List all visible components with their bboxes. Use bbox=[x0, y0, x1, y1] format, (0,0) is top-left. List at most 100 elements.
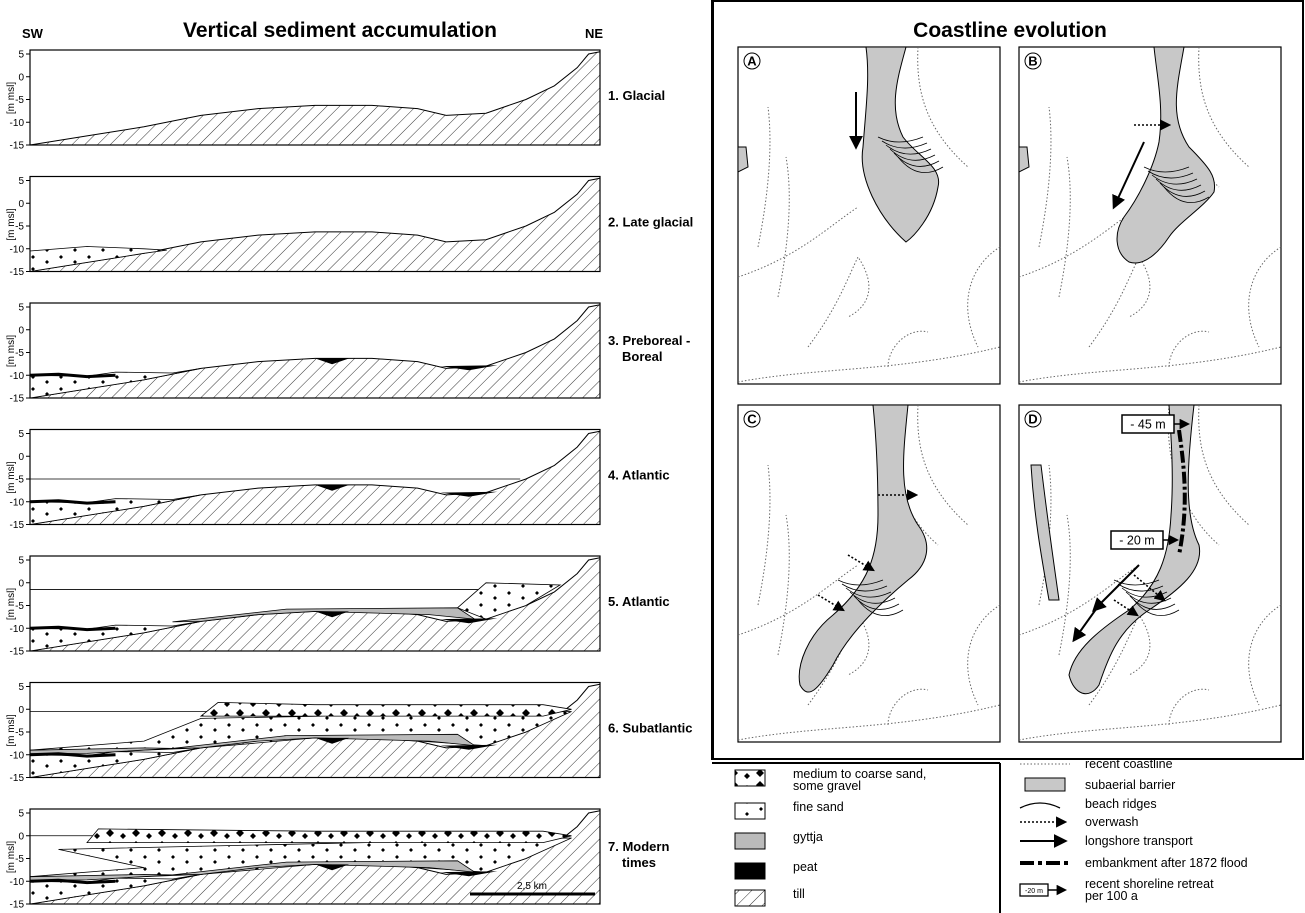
peat bbox=[315, 611, 350, 618]
section-label: Boreal bbox=[622, 349, 662, 364]
beach-ridge bbox=[1163, 186, 1210, 204]
axis-label: [m msl] bbox=[6, 461, 17, 493]
beach-ridge bbox=[885, 144, 932, 155]
tick-label: -15 bbox=[10, 773, 25, 784]
gyttja bbox=[172, 607, 475, 623]
map-frame bbox=[1018, 404, 1282, 743]
frame bbox=[29, 175, 601, 273]
overwash-arrow bbox=[817, 594, 845, 612]
panel-marker bbox=[743, 52, 761, 70]
beach-ridge bbox=[853, 595, 900, 610]
peat bbox=[440, 871, 498, 877]
legend-swatch bbox=[734, 862, 766, 880]
tick-label: -10 bbox=[10, 750, 25, 761]
tick-label: -15 bbox=[10, 141, 25, 152]
peat bbox=[440, 618, 498, 624]
legends: medium to coarse sand,some gravel fine sa… bbox=[712, 757, 1248, 913]
tick-label: 0 bbox=[18, 325, 24, 336]
scale-label: 2,5 km bbox=[517, 881, 547, 892]
tick-label: -5 bbox=[15, 348, 24, 359]
tick-label: 0 bbox=[18, 578, 24, 589]
frame bbox=[29, 49, 601, 146]
axis-label: [m msl] bbox=[6, 208, 17, 240]
section-label: 1. Glacial bbox=[608, 88, 665, 103]
overwash-arrow bbox=[847, 554, 875, 572]
tick-label: -5 bbox=[15, 95, 24, 106]
legend-label: subaerial barrier bbox=[1085, 778, 1175, 792]
section-label: 7. Modern bbox=[608, 839, 669, 854]
map-panel: C bbox=[737, 404, 1001, 743]
peat bbox=[440, 491, 498, 497]
longshore-arrow bbox=[1092, 564, 1140, 612]
panel-marker bbox=[1024, 52, 1042, 70]
tick-label: -5 bbox=[15, 222, 24, 233]
barrier bbox=[1018, 46, 1216, 264]
tick-label: -15 bbox=[10, 267, 25, 278]
axis-label: [m msl] bbox=[6, 335, 17, 367]
barrier bbox=[798, 404, 928, 693]
legend-label: beach ridges bbox=[1085, 797, 1157, 811]
overwash-arrow bbox=[1113, 599, 1139, 617]
tick-label: -15 bbox=[10, 394, 25, 405]
section: 5 0 -5 -10 -15 [m msl] 3. Preboreal -Boreal bbox=[6, 302, 690, 405]
legend-label: overwash bbox=[1085, 815, 1139, 829]
coarse-sand bbox=[199, 701, 572, 717]
tick-label: 0 bbox=[18, 72, 24, 83]
legend-icon bbox=[1019, 802, 1061, 809]
section: 5 0 -5 -10 -15 [m msl] 6. Subatlantic bbox=[6, 681, 693, 784]
peat bbox=[29, 625, 116, 632]
gyttja bbox=[172, 733, 475, 749]
till bbox=[29, 51, 601, 146]
left-title: Vertical sediment accumulation bbox=[183, 19, 497, 42]
tick-label: 5 bbox=[18, 303, 24, 314]
beach-ridge bbox=[1155, 178, 1202, 191]
tick-label: 5 bbox=[18, 176, 24, 187]
legend-label: embankment after 1872 flood bbox=[1085, 856, 1248, 870]
beach-ridge bbox=[1117, 583, 1164, 592]
tick-label: -10 bbox=[10, 877, 25, 888]
till bbox=[29, 177, 601, 272]
tick-label: -10 bbox=[10, 118, 25, 129]
sections: 5 0 -5 -10 -15 [m msl] 1. Glacial 5 0 -5 -10 -15 [m … bbox=[6, 49, 693, 911]
tick-label: -5 bbox=[15, 854, 24, 865]
frame bbox=[29, 808, 601, 905]
embankment bbox=[1177, 429, 1187, 556]
peat bbox=[29, 499, 116, 505]
barrier bbox=[1030, 404, 1201, 695]
axis-label: [m msl] bbox=[6, 714, 17, 746]
tick-label: 0 bbox=[18, 452, 24, 463]
tick-label: -15 bbox=[10, 900, 25, 911]
tick-label: 5 bbox=[18, 556, 24, 567]
retreat-label: - 20 m bbox=[1119, 534, 1154, 548]
panel-letter: A bbox=[747, 54, 757, 69]
legend-label: longshore transport bbox=[1085, 834, 1193, 848]
peat bbox=[440, 365, 498, 371]
beach-ridge bbox=[1159, 182, 1206, 197]
peat bbox=[315, 484, 350, 491]
peat bbox=[315, 864, 350, 871]
fine-sand bbox=[456, 582, 562, 620]
beach-ridge bbox=[889, 148, 936, 161]
panel-letter: C bbox=[747, 412, 757, 427]
right-title: Coastline evolution bbox=[913, 19, 1107, 42]
beach-ridge bbox=[841, 583, 888, 592]
tick-label: 5 bbox=[18, 50, 24, 61]
map-panel: B bbox=[1018, 46, 1282, 385]
beach-ridge bbox=[893, 152, 940, 167]
tick-label: -5 bbox=[15, 475, 24, 486]
legend-swatch bbox=[734, 802, 766, 820]
section-label: 5. Atlantic bbox=[608, 594, 670, 609]
tick-label: -15 bbox=[10, 520, 25, 531]
legend-label: per 100 a bbox=[1085, 889, 1138, 903]
section: 5 0 -5 -10 -15 [m msl] 4. Atlantic bbox=[6, 428, 670, 531]
axis-label: [m msl] bbox=[6, 588, 17, 620]
peat bbox=[315, 358, 350, 365]
section-label: 2. Late glacial bbox=[608, 215, 693, 230]
ne-label: NE bbox=[585, 26, 603, 41]
legend-swatch bbox=[734, 769, 766, 787]
coarse-sand bbox=[86, 828, 572, 843]
legend-label: recent shoreline retreat bbox=[1085, 877, 1214, 891]
map-panel: D - 45 m - 20 m bbox=[1018, 404, 1282, 743]
